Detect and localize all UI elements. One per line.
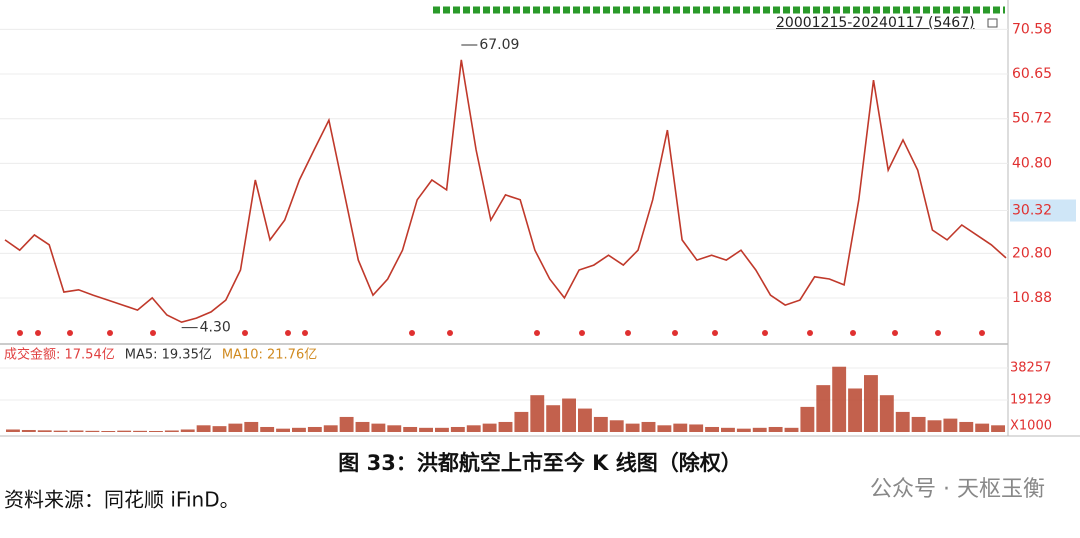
high-label: 67.09 [479,37,519,53]
volume-bar [832,366,847,432]
volume-bar [53,430,68,432]
volume-bar [736,428,751,432]
volume-bar [339,416,354,432]
volume-bar [546,405,561,432]
volume-bar [117,430,132,432]
volume-bar [848,388,862,432]
volume-bar [784,427,799,432]
volume-bar [927,420,942,432]
volume-bar [864,375,878,432]
volume-bar [371,423,386,432]
y-tick-label: 30.32 [1012,203,1052,219]
volume-bar [816,385,831,432]
y-tick-label: 60.65 [1012,66,1052,82]
y-tick-label: 40.80 [1012,155,1052,171]
volume-tick-label: 38257 [1010,360,1051,375]
volume-bar [403,426,418,432]
volume-bar [657,425,672,432]
volume-bar [752,427,767,432]
volume-bar [323,425,338,432]
volume-legend: 成交金额: 17.54亿 MA5: 19.35亿 MA10: 21.76亿 [4,347,317,363]
volume-bar [212,426,227,432]
y-tick-label: 50.72 [1012,111,1052,127]
volume-bar [355,421,370,432]
volume-bar [276,428,290,432]
lock-icon [987,18,998,28]
volume-bar [260,426,275,432]
volume-bar [593,416,608,432]
volume-bar [705,426,719,432]
low-label: 4.30 [200,320,231,336]
caption: 图 33：洪都航空上市至今 K 线图（除权） [338,451,741,475]
event-markers [17,330,985,336]
watermark: 公众号 · 天枢玉衡 [870,477,1045,502]
volume-bar [307,426,322,432]
volume-bar [721,427,735,432]
volume-bar [943,418,958,432]
volume-bar [292,427,306,432]
volume-bar [578,408,592,432]
volume-bar [879,395,894,432]
volume-bar [6,429,20,432]
legend-entry: 成交金额: 17.54亿 [4,347,115,363]
volume-bar [895,411,910,432]
volume-bar [450,426,465,432]
volume-bar [514,411,529,432]
volume-bar [196,425,211,432]
volume-bar [673,423,688,432]
volume-bar [689,424,704,432]
volume-bar [768,426,783,432]
volume-bar [387,425,402,432]
volume-bar [69,430,84,432]
volume-bar [482,423,497,432]
volume-bar [975,423,990,432]
volume-bar [991,425,1005,432]
date-range: 20001215-20240117 (5467) [776,15,975,31]
volume-bar [419,427,433,432]
y-tick-label: 20.80 [1012,245,1052,261]
legend-entry: MA5: 19.35亿 [125,348,212,363]
y-tick-label: 10.88 [1012,290,1052,306]
volume-bar [21,429,36,432]
volume-bar [609,420,624,432]
y-tick-label: 70.58 [1012,21,1052,37]
volume-unit: X1000 [1010,419,1052,434]
volume-bar [37,430,52,432]
volume-bar [85,430,100,432]
volume-bar [133,430,147,432]
price-line [4,59,1007,324]
volume-bar [625,423,640,432]
legend-entry: MA10: 21.76亿 [222,348,317,363]
volume-bar [244,421,259,432]
volume-bar [228,423,243,432]
volume-bar [800,406,815,432]
volume-bar [101,430,116,432]
volume-bar [180,429,195,432]
volume-bar [498,421,513,432]
volume-bar [562,398,576,432]
volume-bar [911,416,926,432]
volume-bar [530,395,545,432]
volume-bar [466,425,481,432]
volume-bar [435,427,449,432]
tick-highlight [1010,199,1076,222]
volume-bar [149,430,163,432]
volume-tick-label: 19129 [1010,392,1051,407]
source: 资料来源：同花顺 iFinD。 [4,488,240,512]
volume-bar [164,430,179,432]
volume-bar [959,421,974,432]
volume-bar [641,421,656,432]
